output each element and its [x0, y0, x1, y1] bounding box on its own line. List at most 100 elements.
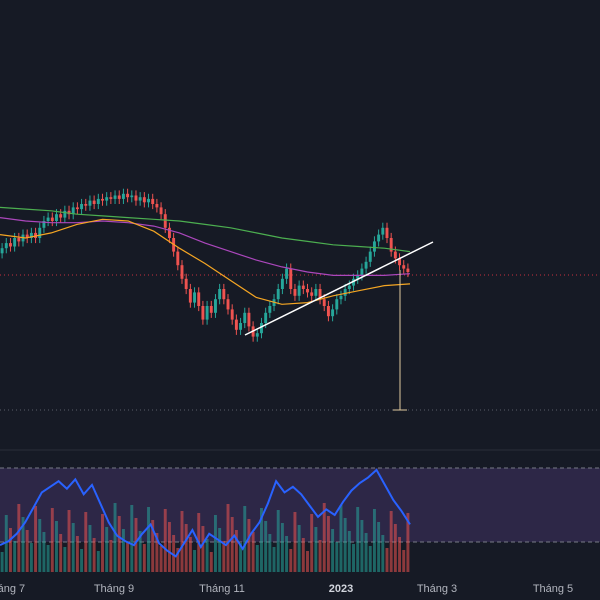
candle-body	[347, 285, 351, 289]
volume-bar	[172, 535, 176, 572]
volume-bar	[310, 514, 314, 572]
candle-body	[109, 197, 113, 199]
volume-bar	[80, 549, 84, 572]
volume-bar	[306, 551, 309, 572]
volume-bar	[360, 520, 364, 572]
candle-body	[0, 248, 4, 254]
volume-bar	[276, 510, 280, 572]
candle-body	[276, 289, 280, 300]
volume-bar	[255, 545, 259, 572]
x-axis-tick-label: Tháng 11	[199, 583, 245, 595]
volume-bar	[251, 532, 255, 572]
candle-body	[50, 217, 54, 221]
candle-body	[372, 241, 376, 252]
candle-body	[176, 251, 180, 266]
volume-bar	[147, 507, 150, 572]
candle-body	[314, 289, 318, 296]
candle-body	[46, 217, 50, 221]
candle-body	[71, 207, 75, 215]
candle-body	[29, 232, 33, 238]
candle-body	[218, 289, 222, 300]
candle-body	[17, 238, 21, 242]
volume-bar	[193, 550, 197, 572]
volume-bar	[339, 505, 343, 572]
volume-bar	[335, 542, 339, 572]
candle-body	[393, 251, 397, 259]
candle-body	[239, 323, 243, 330]
candle-body	[88, 200, 92, 206]
candle-body	[67, 210, 71, 215]
candle-body	[209, 306, 213, 313]
candle-body	[126, 193, 130, 198]
volume-bar	[88, 525, 92, 572]
volume-bar	[326, 516, 330, 572]
volume-bar	[352, 544, 355, 572]
candle-body	[163, 214, 167, 228]
volume-bar	[167, 522, 171, 572]
volume-bar	[184, 524, 188, 572]
candle-body	[155, 204, 159, 208]
volume-bar	[226, 504, 230, 572]
candle-body	[247, 312, 251, 327]
candle-body	[280, 278, 284, 289]
volume-bar	[314, 527, 318, 572]
volume-bar	[289, 549, 293, 572]
moving-average-line-1	[0, 206, 411, 253]
candle-body	[167, 227, 171, 238]
candle-body	[142, 197, 146, 203]
candle-body	[105, 197, 109, 201]
volume-bar	[130, 505, 134, 572]
candle-body	[96, 198, 100, 204]
volume-bar	[209, 552, 213, 572]
x-axis-tick-label: Tháng 9	[94, 583, 134, 595]
volume-bar	[105, 527, 109, 572]
volume-bar	[356, 507, 360, 572]
candle-body	[352, 278, 355, 286]
volume-bar	[134, 518, 138, 572]
volume-bar	[126, 542, 130, 572]
volume-bar	[385, 548, 389, 572]
candle-body	[310, 292, 314, 296]
volume-bar	[34, 506, 38, 572]
volume-bar	[67, 510, 71, 572]
volume-bar	[213, 515, 217, 572]
candle-body	[268, 306, 272, 313]
candle-body	[360, 268, 364, 276]
volume-bar	[218, 528, 222, 572]
candle-body	[151, 198, 155, 204]
candle-body	[301, 285, 305, 289]
candle-body	[326, 306, 330, 317]
candle-body	[38, 227, 42, 238]
candle-body	[4, 243, 8, 249]
volume-bar	[151, 520, 155, 572]
volume-bar	[109, 540, 113, 572]
candle-body	[42, 221, 46, 228]
volume-bar	[347, 531, 351, 572]
volume-bar	[138, 531, 142, 572]
volume-bar	[96, 551, 100, 572]
x-axis-tick-label: 2023	[329, 583, 353, 595]
candle-body	[59, 214, 63, 218]
volume-bar	[71, 523, 75, 572]
volume-bar	[21, 517, 25, 572]
volume-bar	[29, 543, 33, 572]
candle-body	[264, 312, 268, 323]
volume-bar	[205, 539, 209, 572]
candle-body	[130, 195, 134, 198]
candle-body	[406, 268, 410, 272]
candle-body	[255, 333, 259, 337]
volume-bar	[17, 504, 21, 572]
candle-body	[335, 299, 339, 310]
volume-bar	[264, 521, 268, 572]
volume-bar	[322, 503, 326, 572]
candle-body	[8, 243, 12, 247]
volume-bar	[398, 537, 402, 572]
candle-body	[134, 195, 138, 201]
candle-body	[55, 214, 58, 221]
candle-body	[343, 289, 347, 296]
volume-bar	[188, 537, 192, 572]
candle-body	[222, 289, 226, 300]
candle-body	[13, 238, 17, 247]
oscillator-line	[0, 468, 411, 558]
volume-bar	[364, 533, 368, 572]
